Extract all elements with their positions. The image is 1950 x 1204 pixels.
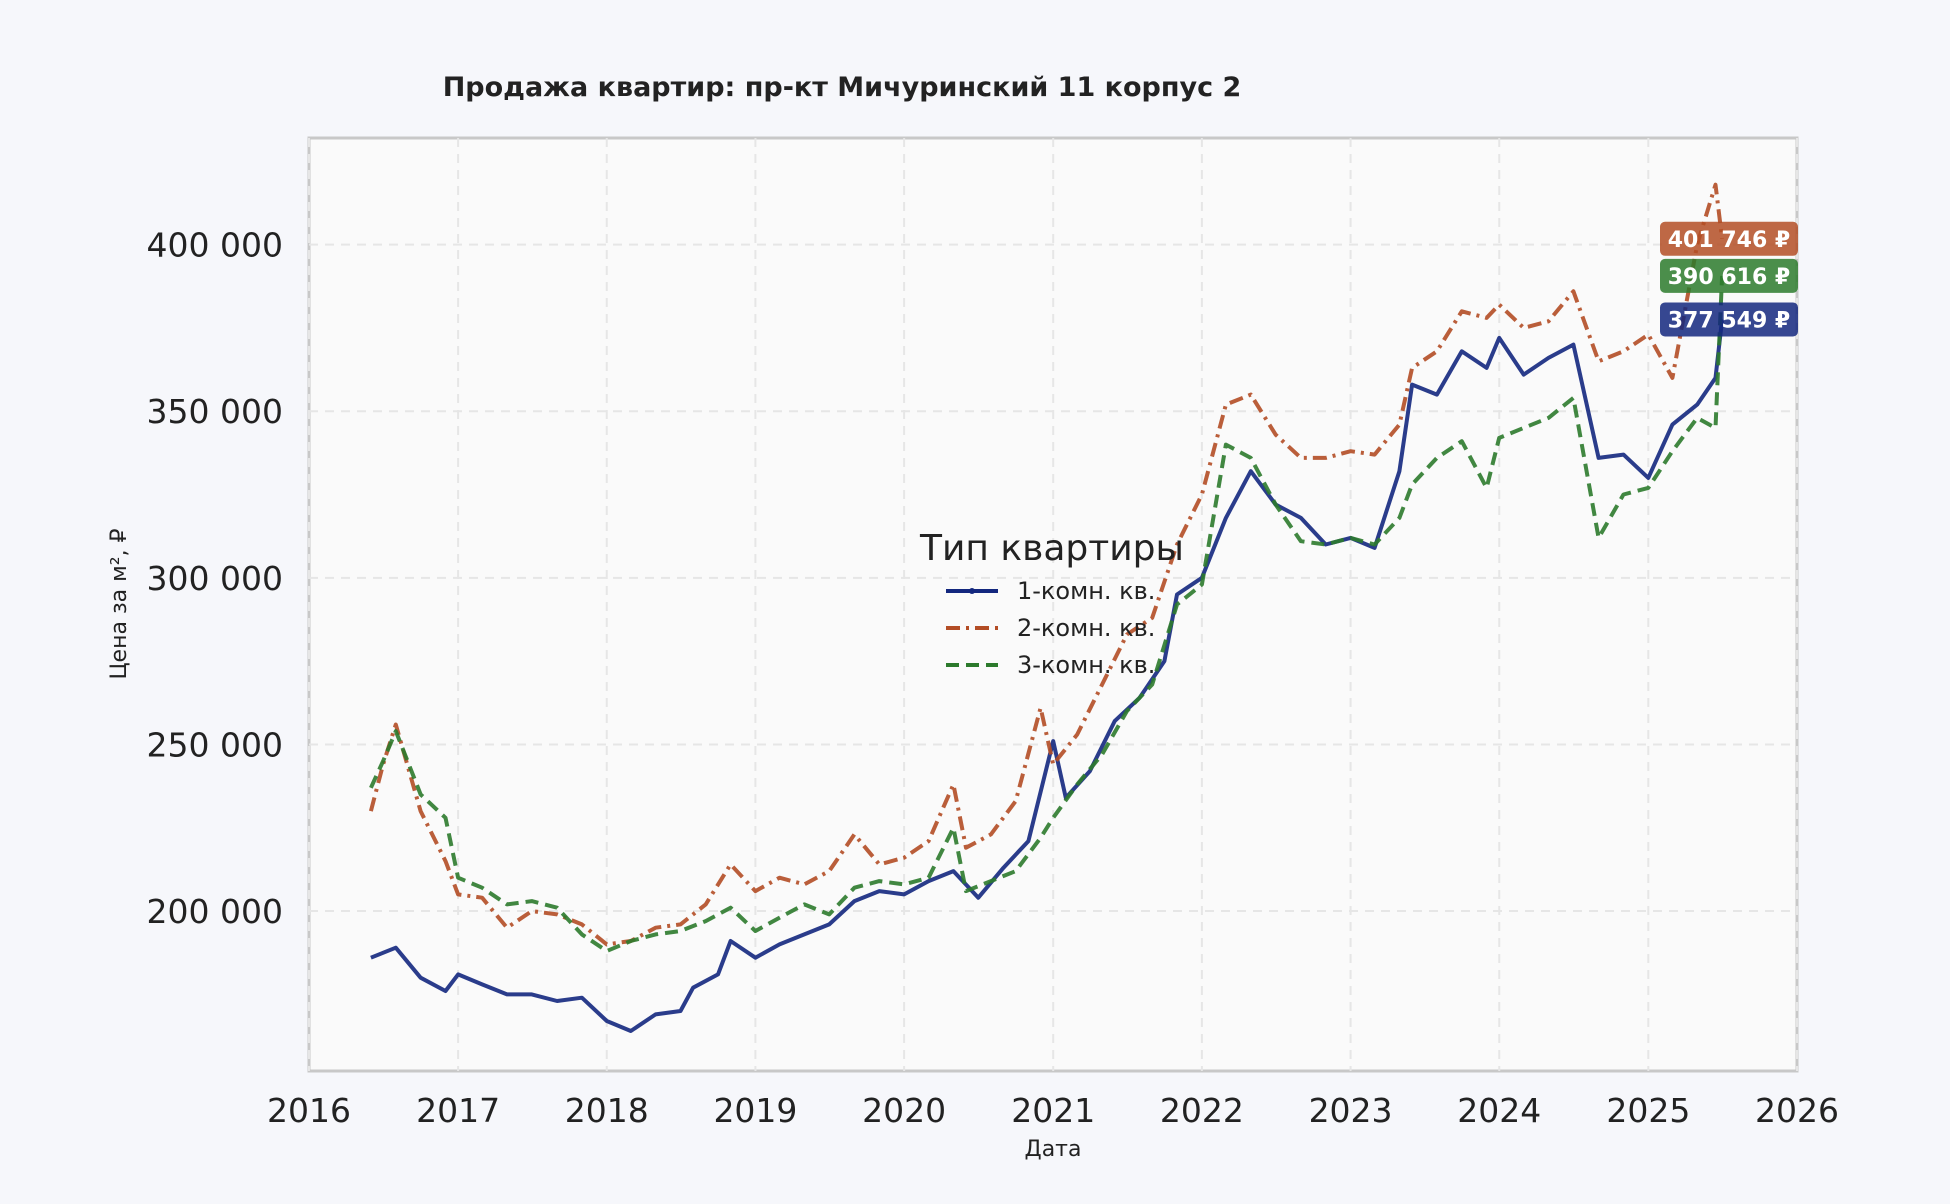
end-value-label: 401 746 ₽ xyxy=(1668,228,1790,253)
y-tick-label: 350 000 xyxy=(147,392,283,431)
x-tick-label: 2025 xyxy=(1606,1091,1690,1130)
x-tick-label: 2018 xyxy=(565,1091,649,1130)
x-tick-label: 2021 xyxy=(1011,1091,1095,1130)
end-value-label: 377 549 ₽ xyxy=(1668,308,1790,333)
legend-entry: 1-комн. кв. xyxy=(1017,577,1155,605)
x-tick-label: 2019 xyxy=(713,1091,797,1130)
grid xyxy=(308,138,1798,1071)
legend: Тип квартиры 1-комн. кв. 2-комн. кв. 3-ком… xyxy=(919,528,1184,679)
y-axis-ticks: 200 000 250 000 300 000 350 000 400 000 xyxy=(147,226,283,931)
y-tick-label: 300 000 xyxy=(147,559,283,598)
x-tick-label: 2022 xyxy=(1160,1091,1244,1130)
x-tick-label: 2017 xyxy=(416,1091,500,1130)
y-tick-label: 250 000 xyxy=(147,725,283,764)
series-line-1-room xyxy=(370,319,1725,1033)
end-value-labels: 401 746 ₽ 390 616 ₽ 377 549 ₽ xyxy=(1660,221,1798,337)
series-lines xyxy=(368,182,1725,1033)
y-axis-label: Цена за м², ₽ xyxy=(107,528,132,679)
end-value-label: 390 616 ₽ xyxy=(1668,265,1790,290)
end-value-badge xyxy=(1660,258,1798,293)
x-tick-label: 2016 xyxy=(267,1091,351,1130)
end-value-badge xyxy=(1660,221,1798,256)
series-line-3-room xyxy=(369,275,1725,953)
x-axis-label: Дата xyxy=(1025,1137,1082,1162)
chart-title: Продажа квартир: пр-кт Мичуринский 11 ко… xyxy=(443,72,1242,103)
legend-marker xyxy=(969,588,975,594)
legend-entry: 3-комн. кв. xyxy=(1017,651,1155,679)
x-tick-label: 2024 xyxy=(1457,1091,1541,1130)
x-axis-ticks: 2016 2017 2018 2019 2020 2021 2022 2023 2024 2025… xyxy=(267,1091,1839,1130)
y-tick-label: 400 000 xyxy=(147,226,283,265)
x-tick-label: 2026 xyxy=(1755,1091,1839,1130)
end-value-badge xyxy=(1660,302,1798,337)
legend-entry: 2-комн. кв. xyxy=(1017,614,1155,642)
series-line-2-room xyxy=(368,182,1725,947)
x-tick-label: 2020 xyxy=(862,1091,946,1130)
legend-title: Тип квартиры xyxy=(919,528,1184,569)
y-tick-label: 200 000 xyxy=(147,892,283,931)
x-tick-label: 2023 xyxy=(1309,1091,1393,1130)
